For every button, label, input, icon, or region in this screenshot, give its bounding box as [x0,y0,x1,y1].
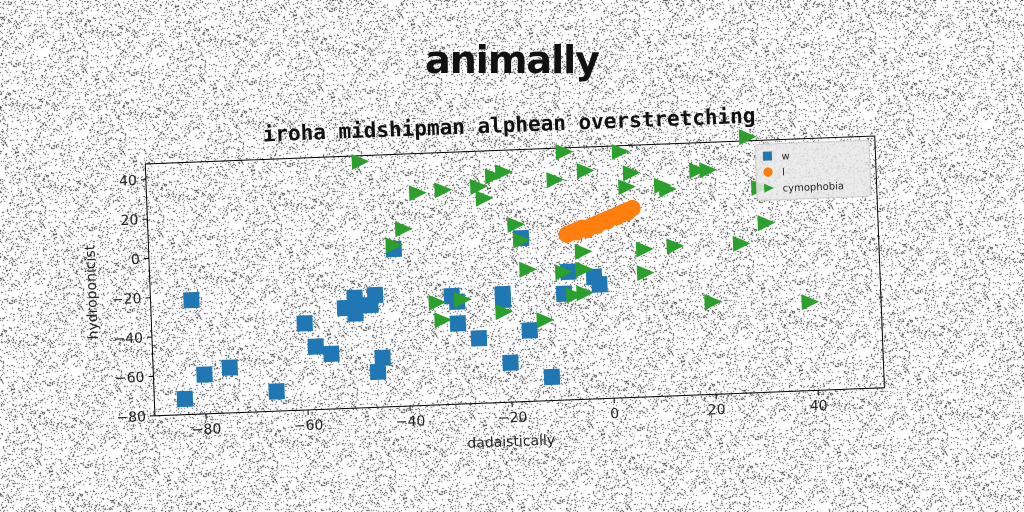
x-tick-label: 20 [707,402,725,419]
data-point [495,304,514,321]
y-axis: −80 −60 −40 −20 0 20 40 [112,173,155,426]
data-point [568,223,586,241]
data-point [394,221,413,238]
data-point [494,164,513,181]
y-tick-label: 0 [131,252,141,268]
x-tick-label: −20 [498,410,528,427]
data-point [453,291,472,308]
data-point [176,390,194,408]
data-point [688,162,707,179]
data-point [543,368,561,386]
series-w [176,229,608,408]
legend-marker [763,167,773,177]
x-tick-label: −80 [192,421,222,438]
data-point [346,289,364,307]
data-point [801,294,820,311]
data-point [732,235,751,252]
data-point [636,265,655,282]
data-point [374,349,391,367]
x-tick-label: −40 [396,413,426,430]
data-point [576,163,595,180]
data-point [699,162,718,179]
data-point [434,182,453,199]
y-axis-label: hydroponicist [82,244,102,340]
data-point [470,330,488,347]
data-point [196,366,213,383]
legend-marker [762,151,773,161]
y-tick-label: 40 [119,173,137,190]
data-point [611,143,630,160]
data-point [408,185,427,202]
y-tick-label: −60 [115,370,145,387]
data-point [449,315,467,332]
figure-suptitle: animally [425,38,600,82]
data-point [323,345,340,363]
data-point [502,354,519,372]
x-axis: −80 −60 −40 −20 0 20 40 [192,390,828,438]
legend-label: cymophobia [782,181,844,194]
data-point [566,287,584,304]
data-point [351,153,370,170]
plot-frame [144,135,885,417]
series-l [558,199,641,243]
data-point [183,291,200,309]
data-point [575,261,594,278]
data-point [512,232,531,249]
x-tick-label: −60 [294,417,324,434]
x-tick-label: 40 [809,398,827,415]
data-point [591,276,608,293]
x-axis-label: dadaistically [467,432,555,451]
data-point [666,238,685,255]
chart-title: iroha midshipman alphean overstretching [262,104,756,147]
data-point [369,363,387,381]
data-point [546,172,565,189]
data-point [296,315,313,332]
data-point [307,338,325,355]
data-point [484,168,503,185]
data-point [659,181,677,198]
legend-label: l [782,167,785,178]
data-point [268,383,285,400]
data-point [738,129,757,146]
legend-label: w [781,151,790,162]
data-point [704,294,723,311]
data-point [635,241,654,258]
data-point [221,359,239,376]
data-point [366,286,384,304]
data-point [519,261,537,278]
data-point [428,294,447,311]
legend-box [754,139,872,201]
plot-area [144,129,885,417]
data-point [434,312,453,329]
series-cymophobia [351,129,820,329]
data-point [554,264,573,281]
x-tick-label: 0 [610,406,620,422]
data-point [475,190,494,207]
data-point [618,179,636,196]
y-tick-label: −20 [112,291,142,308]
data-point [576,285,595,302]
data-point [347,305,364,322]
data-point [469,178,488,195]
data-point [574,243,593,260]
data-point [555,144,574,161]
legend: wl cymophobia [754,139,872,201]
data-point [622,165,641,182]
y-tick-label: 20 [120,212,138,229]
data-point [536,312,555,329]
legend-marker [763,183,775,193]
data-point [507,216,526,233]
data-point [757,215,776,232]
data-point [494,291,512,309]
y-tick-label: −40 [113,330,143,347]
data-point [521,322,539,339]
data-point [385,237,404,254]
y-tick-label: −80 [116,409,146,426]
